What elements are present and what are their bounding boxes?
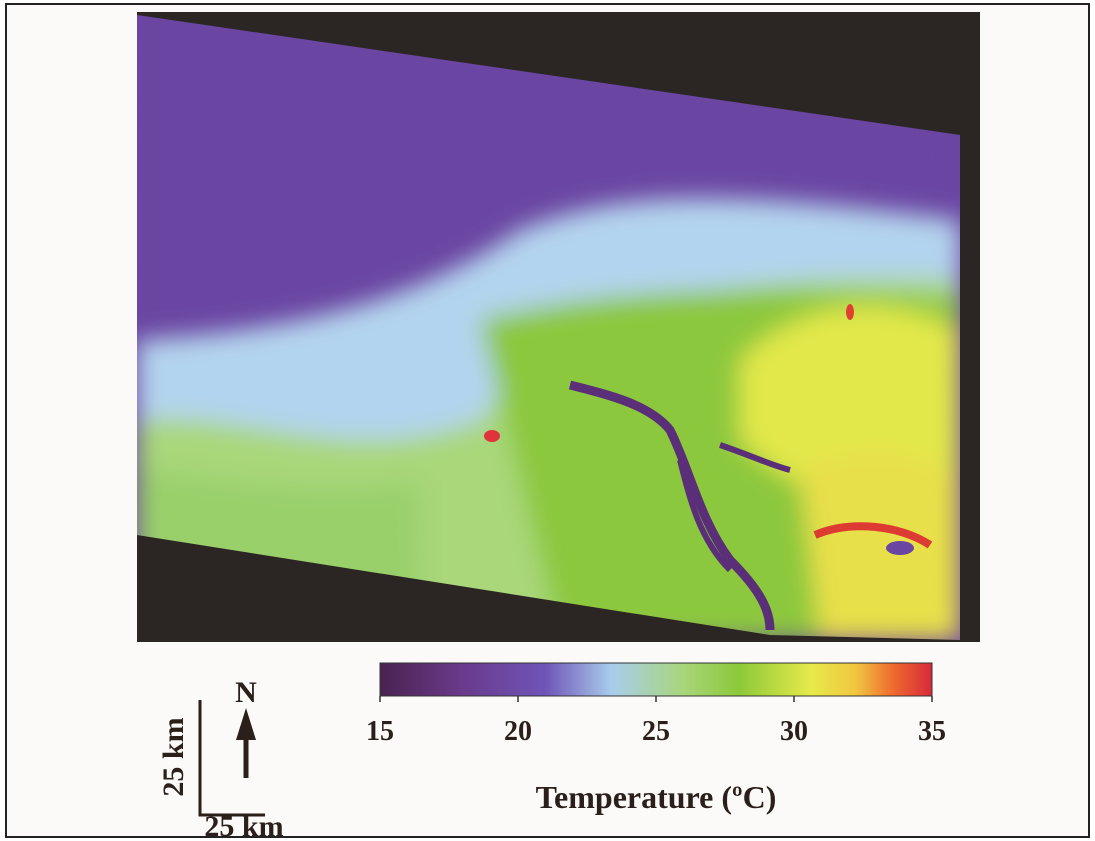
colorbar-tick-label: 25 [642, 716, 670, 747]
colorbar-tick-label: 20 [504, 716, 532, 747]
colorbar-label: Temperature (ºC) [536, 779, 777, 815]
colorbar-tick-label: 35 [918, 716, 946, 747]
vertical-scale-label: 25 km [157, 717, 190, 796]
north-label: N [235, 676, 257, 709]
colorbar-gradient [380, 663, 932, 696]
colorbar-tick-label: 15 [366, 716, 394, 747]
map [137, 12, 980, 642]
colorbar-tick-label: 30 [780, 716, 808, 747]
horizontal-scale-label: 25 km [204, 810, 283, 841]
page: Temperature (ºC) 15 20 25 30 35 N 25 km 25 k… [0, 0, 1095, 841]
